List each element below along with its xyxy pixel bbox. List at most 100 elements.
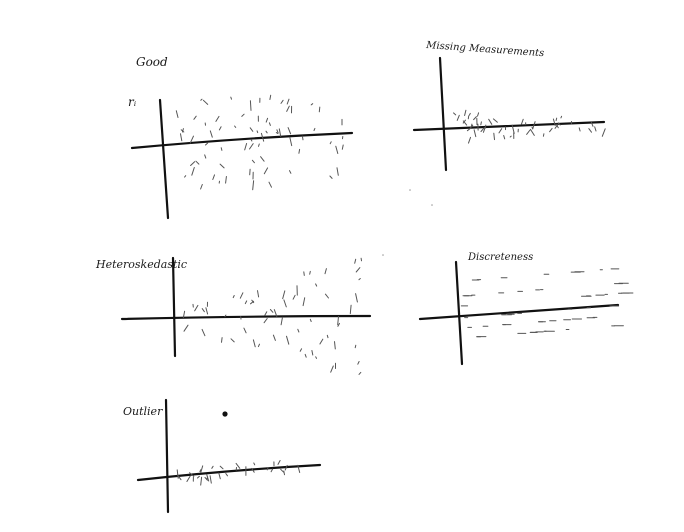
- residual-mark: [482, 127, 486, 133]
- residual-mark: [251, 159, 255, 164]
- stray-dot: [382, 254, 384, 256]
- panel-outlier-y-axis: [164, 398, 170, 514]
- residual-mark: [200, 476, 203, 486]
- residual-mark: [554, 122, 560, 129]
- residual-mark: [329, 175, 333, 179]
- residual-mark: [310, 103, 314, 106]
- residual-mark: [244, 300, 248, 305]
- panel-good-y-label: rᵢ: [128, 95, 137, 109]
- residual-mark: [209, 130, 213, 138]
- residual-mark: [201, 308, 205, 313]
- residual-mark: [249, 127, 254, 132]
- residual-mark: [265, 130, 268, 134]
- residual-mark: [462, 119, 466, 124]
- residual-mark: [309, 318, 312, 322]
- residual-mark: [304, 353, 307, 358]
- residual-mark: [194, 304, 199, 312]
- panel-good: Good rᵢ: [128, 55, 354, 220]
- residual-mark: [526, 129, 531, 135]
- residual-mark: [329, 141, 332, 145]
- residual-mark: [358, 371, 362, 375]
- residual-mark: [555, 117, 558, 121]
- residual-mark: [349, 304, 352, 315]
- residual-mark: [219, 465, 224, 470]
- residual-mark: [212, 174, 215, 180]
- residual-mark: [590, 121, 594, 127]
- residual-mark: [468, 112, 471, 116]
- panel-missing-y-axis: [438, 56, 448, 172]
- panel-good-title: Good: [136, 55, 168, 69]
- residual-mark: [218, 472, 221, 480]
- residual-mark: [180, 133, 183, 142]
- residual-mark: [200, 98, 203, 101]
- residual-mark: [302, 297, 306, 307]
- residual-mark: [488, 118, 493, 125]
- residual-mark: [315, 283, 318, 287]
- residual-mark: [225, 176, 227, 184]
- residual-mark: [297, 328, 300, 333]
- residual-mark: [341, 144, 344, 150]
- panel-hetero-residual-marks: [182, 257, 362, 375]
- residual-mark: [269, 309, 274, 313]
- residual-mark: [324, 268, 327, 275]
- stray-dot: [409, 189, 411, 191]
- residual-mark: [224, 314, 227, 318]
- residual-mark: [311, 350, 314, 356]
- residual-mark: [257, 343, 260, 348]
- residual-mark: [200, 465, 204, 473]
- panel-missing-title: Missing Measurements: [425, 40, 545, 59]
- residual-mark: [542, 133, 545, 137]
- residual-mark: [334, 341, 336, 350]
- residual-mark: [336, 167, 339, 176]
- residual-mark: [277, 460, 281, 465]
- residual-mark: [289, 136, 293, 147]
- residual-mark: [230, 96, 232, 100]
- residual-mark: [239, 292, 244, 299]
- residual-mark: [266, 467, 269, 471]
- residual-mark: [493, 132, 495, 141]
- panel-outlier-residual-marks: [176, 460, 301, 486]
- panel-missing: Missing Measurements: [412, 40, 606, 172]
- residual-mark: [189, 472, 195, 477]
- residual-mark: [532, 121, 536, 130]
- residual-mark: [355, 293, 358, 303]
- residual-mark: [252, 339, 256, 348]
- residual-mark: [211, 465, 214, 469]
- residual-mark: [284, 464, 288, 471]
- residual-mark: [197, 475, 200, 479]
- residual-mark: [298, 148, 301, 154]
- residual-mark: [268, 181, 272, 188]
- residual-mark: [201, 328, 206, 337]
- panel-missing-residual-marks: [453, 109, 606, 144]
- residual-mark: [276, 129, 279, 134]
- residual-mark: [464, 109, 467, 116]
- residual-mark: [269, 94, 272, 100]
- residual-mark: [286, 335, 290, 345]
- stray-dot: [431, 204, 433, 206]
- residual-mark: [357, 361, 360, 365]
- residual-mark: [243, 327, 247, 334]
- residual-mark: [219, 163, 225, 169]
- residual-mark: [560, 115, 563, 119]
- panel-missing-x-axis: [412, 120, 606, 132]
- residual-mark: [354, 344, 357, 349]
- residual-mark: [220, 147, 223, 151]
- residual-mark: [280, 468, 285, 473]
- residual-mark: [191, 167, 195, 176]
- residual-mark: [260, 132, 265, 142]
- residual-mark: [249, 100, 252, 111]
- residual-mark: [330, 365, 334, 373]
- residual-mark: [287, 127, 292, 135]
- residual-mark: [232, 295, 235, 299]
- residual-mark: [195, 160, 200, 165]
- residual-mark: [520, 118, 524, 125]
- residual-mark: [205, 307, 209, 315]
- residual-mark: [218, 126, 222, 131]
- residual-mark: [253, 462, 256, 466]
- residual-mark: [301, 135, 304, 141]
- residual-mark: [498, 128, 503, 134]
- residual-mark: [337, 316, 339, 326]
- residual-mark: [315, 356, 317, 359]
- residual-mark: [193, 115, 197, 120]
- residual-mark: [358, 278, 361, 281]
